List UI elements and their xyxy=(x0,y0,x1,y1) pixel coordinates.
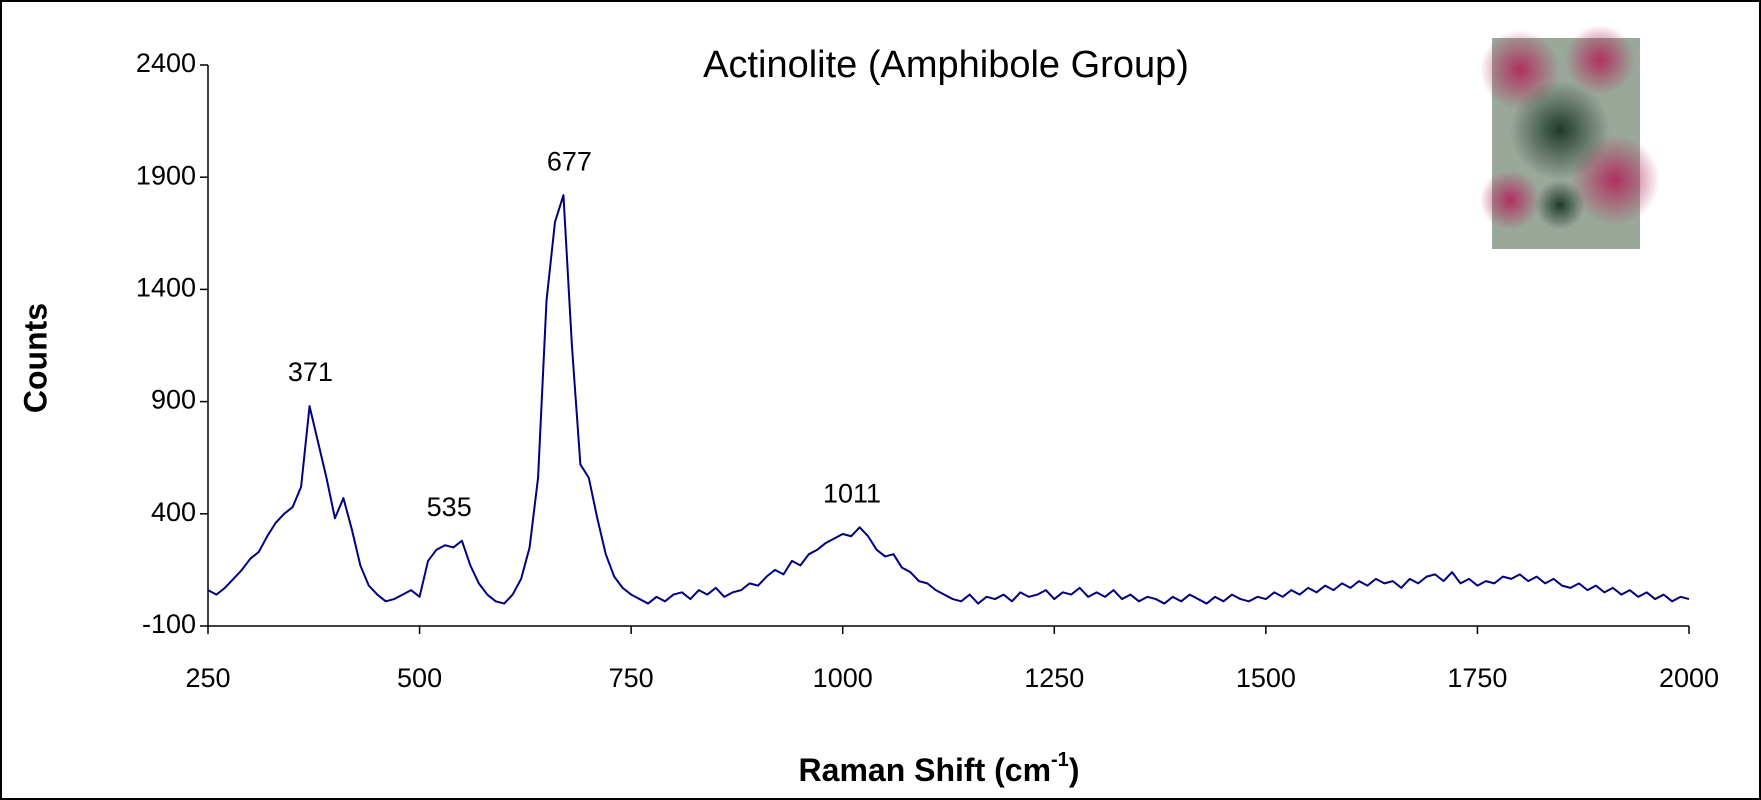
peak-label: 371 xyxy=(288,357,333,387)
x-tick-label: 1000 xyxy=(813,663,873,693)
x-axis-label: Raman Shift (cm-1) xyxy=(799,749,1080,788)
y-axis-label: Counts xyxy=(17,303,53,413)
peak-label: 1011 xyxy=(823,478,881,508)
mineral-photo xyxy=(1480,25,1660,249)
x-tick-label: 1250 xyxy=(1024,663,1084,693)
peak-label: 677 xyxy=(547,146,592,176)
y-tick-label: 2400 xyxy=(136,48,196,78)
chart-title: Actinolite (Amphibole Group) xyxy=(703,44,1189,86)
x-tick-label: 250 xyxy=(185,663,230,693)
x-axis-label-text: Raman Shift (cm xyxy=(799,752,1051,788)
x-tick-label: 750 xyxy=(609,663,654,693)
x-axis-label-sup: -1 xyxy=(1051,749,1069,771)
x-tick-label: 2000 xyxy=(1659,663,1719,693)
x-tick-label: 1750 xyxy=(1447,663,1507,693)
y-tick-label: 1400 xyxy=(136,273,196,303)
y-tick-label: 900 xyxy=(151,385,196,415)
x-axis-label-close: ) xyxy=(1069,752,1080,788)
y-tick-label: -100 xyxy=(142,609,196,639)
chart: Actinolite (Amphibole Group) Counts Rama… xyxy=(0,0,1761,800)
x-tick-label: 500 xyxy=(397,663,442,693)
y-tick-label: 400 xyxy=(151,497,196,527)
peak-label: 535 xyxy=(427,492,472,522)
y-tick-label: 1900 xyxy=(136,160,196,190)
x-tick-label: 1500 xyxy=(1236,663,1296,693)
